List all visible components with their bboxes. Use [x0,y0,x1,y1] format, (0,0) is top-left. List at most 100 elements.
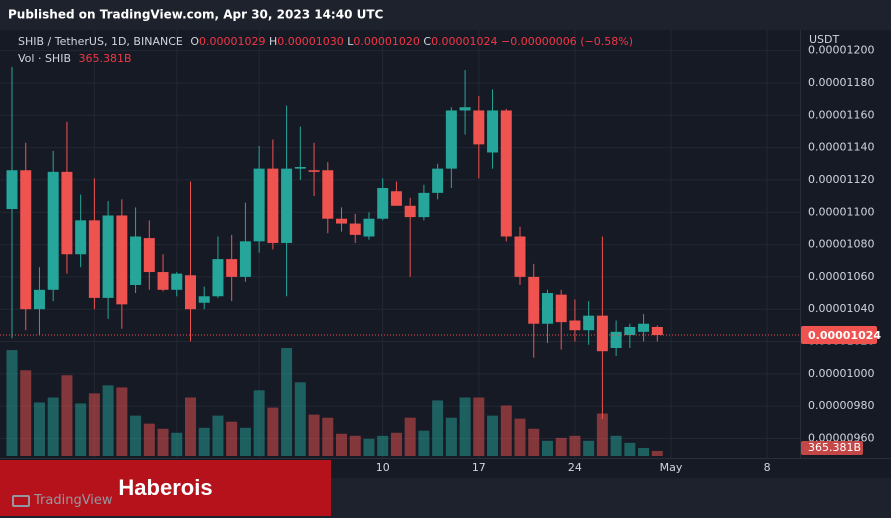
volume-bar [308,414,320,456]
volume-bar [528,428,540,456]
legend-key: L [347,35,354,48]
logo[interactable]: TradingView [12,493,113,508]
volume-bar [610,435,622,456]
legend-value: 0.00001020 [353,35,420,48]
volume-bar [75,403,87,456]
candle-body [171,273,183,290]
candle-body [308,170,320,172]
candle-body [638,323,650,332]
volume-tag-label: 365.381B [808,441,861,454]
x-tick-label: 10 [376,461,390,474]
watermark-banner: Haberois [0,460,331,516]
candle-body [432,168,444,193]
volume-bar [487,415,499,456]
volume-bar [390,432,402,456]
candle-body [651,326,663,336]
volume-bar [116,387,128,456]
volume-legend: Vol · SHIB 365.381B [18,52,132,65]
candle-body [610,331,622,348]
candle-body [349,223,361,235]
candle-body [184,275,196,310]
candle-body [528,276,540,324]
candle-body [281,168,293,243]
candle-body [20,170,32,310]
legend-key: O [190,35,199,48]
volume-bar [253,390,265,456]
candle-body [541,293,553,324]
volume-bar [239,427,251,456]
volume-bar [88,393,100,456]
volume-bar [377,435,389,456]
y-tick-label: 0.00000980 [808,399,874,412]
y-tick-label: 0.00001000 [808,367,874,380]
candle-body [61,171,73,255]
candle-body [377,188,389,219]
candle-body [116,215,128,305]
volume-bar [583,440,595,456]
candle-body [88,220,100,298]
legend-key: H [268,35,278,48]
candle-body [596,315,608,352]
candle-body [363,218,375,237]
legend-row: SHIB / TetherUS, 1D, BINANCE O0.00001029… [18,35,633,48]
y-tick-label: 0.00001140 [808,141,874,154]
candle-body [336,218,348,224]
x-tick-label: May [660,461,683,474]
volume-bar [514,418,526,456]
candle-body [473,110,485,145]
legend-change: −0.00000006 (−0.58%) [501,35,633,48]
volume-bar [157,428,169,456]
volume-bar [33,402,45,456]
x-tick-label: 24 [568,461,582,474]
candle-body [514,236,526,277]
logo-text: TradingView [34,493,113,508]
volume-bar [61,375,73,456]
published-text: Published on TradingView.com, Apr 30, 20… [8,8,384,22]
x-tick-label: 17 [472,461,486,474]
volume-bar [294,382,306,456]
volume-tag [801,441,863,455]
volume-bar [404,417,416,456]
volume-bar [47,397,59,456]
y-tick-label: 0.00001120 [808,173,874,186]
last-price-tag [801,326,877,345]
volume-bar [541,440,553,456]
candle-body [445,110,457,169]
volume-value: 365.381B [78,52,132,65]
volume-bar [500,405,512,456]
volume-bar [130,415,142,456]
candle-body [212,259,224,297]
candle-body [6,170,18,210]
legend-key: C [423,35,432,48]
candle-body [390,191,402,206]
candle-body [418,192,430,218]
candle-body [569,320,581,331]
candle-body [75,220,87,255]
candle-body [239,241,251,277]
volume-bar [212,415,224,456]
candle-body [130,236,142,285]
legend-value: 0.00001024 [431,35,498,48]
volume-bar [363,438,375,456]
volume-bar [596,413,608,456]
candle-body [294,167,306,169]
y-tick-label: 0.00001100 [808,205,874,218]
volume-bar [20,370,32,456]
volume-bar [322,417,334,456]
volume-bar [473,397,485,456]
candle-body [404,205,416,218]
candle-body [226,259,238,277]
volume-bar [349,435,361,456]
y-tick-label: 0.00001200 [808,44,874,57]
symbol: SHIB / TetherUS, 1D, BINANCE [18,35,183,48]
volume-bar [336,433,348,456]
candle-body [157,272,169,290]
y-tick-label: 0.00001060 [808,270,874,283]
candle-body [583,315,595,331]
volume-bar [281,348,293,456]
volume-bar [171,432,183,456]
volume-bar [445,417,457,456]
volume-bar [6,350,18,456]
volume-bar [624,442,636,456]
y-tick-label: 0.00001040 [808,302,874,315]
